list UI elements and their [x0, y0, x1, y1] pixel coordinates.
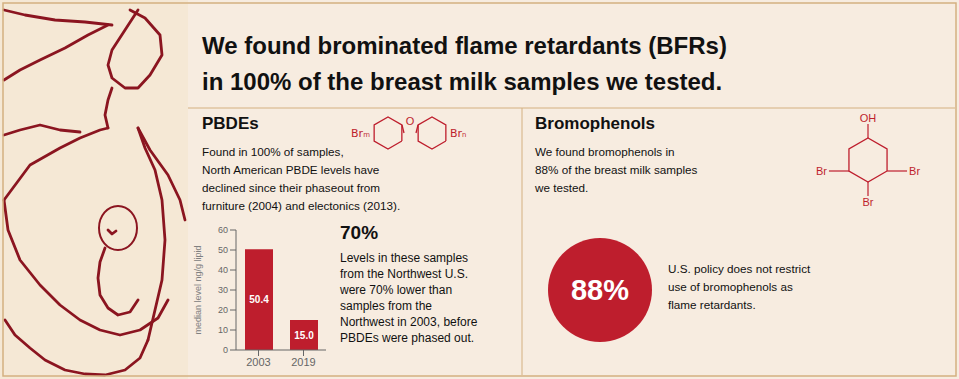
svg-text:Br: Br: [816, 165, 827, 177]
svg-text:O: O: [406, 115, 415, 127]
svg-text:30: 30: [218, 285, 228, 295]
svg-text:Brₘ: Brₘ: [351, 127, 370, 140]
html-text:U.S. policy does not restrict: U.S. policy does not restrict use of bro…: [668, 262, 811, 311]
svg-text:15.0: 15.0: [294, 330, 314, 341]
html-text:70%: 70%: [340, 222, 378, 243]
svg-text:OH: OH: [860, 112, 877, 124]
svg-text:2019: 2019: [291, 356, 315, 368]
svg-text:40: 40: [218, 265, 228, 275]
html-text:PBDEs: PBDEs: [202, 114, 259, 133]
svg-text:Br: Br: [909, 165, 920, 177]
svg-text:median level ng/g lipid: median level ng/g lipid: [193, 245, 203, 334]
svg-text:20: 20: [218, 305, 228, 315]
svg-text:50.4: 50.4: [249, 294, 269, 305]
svg-text:2003: 2003: [246, 356, 270, 368]
svg-text:10: 10: [218, 325, 228, 335]
html-text:Levels in these samples from t: Levels in these samples from the Northwe…: [340, 251, 478, 345]
svg-text:50: 50: [218, 245, 228, 255]
svg-text:Brₙ: Brₙ: [450, 127, 466, 140]
svg-text:60: 60: [218, 225, 228, 235]
html-text:We found brominated flame reta: We found brominated flame retardants (BF…: [202, 32, 727, 95]
html-text:Found in 100% of samples, Nort: Found in 100% of samples, North American…: [202, 145, 401, 212]
html-text:We found bromophenols in 88% o: We found bromophenols in 88% of the brea…: [535, 145, 698, 194]
svg-text:Br: Br: [863, 196, 874, 208]
svg-text:88%: 88%: [571, 274, 629, 306]
svg-text:0: 0: [223, 345, 228, 355]
html-text:Bromophenols: Bromophenols: [535, 114, 655, 133]
